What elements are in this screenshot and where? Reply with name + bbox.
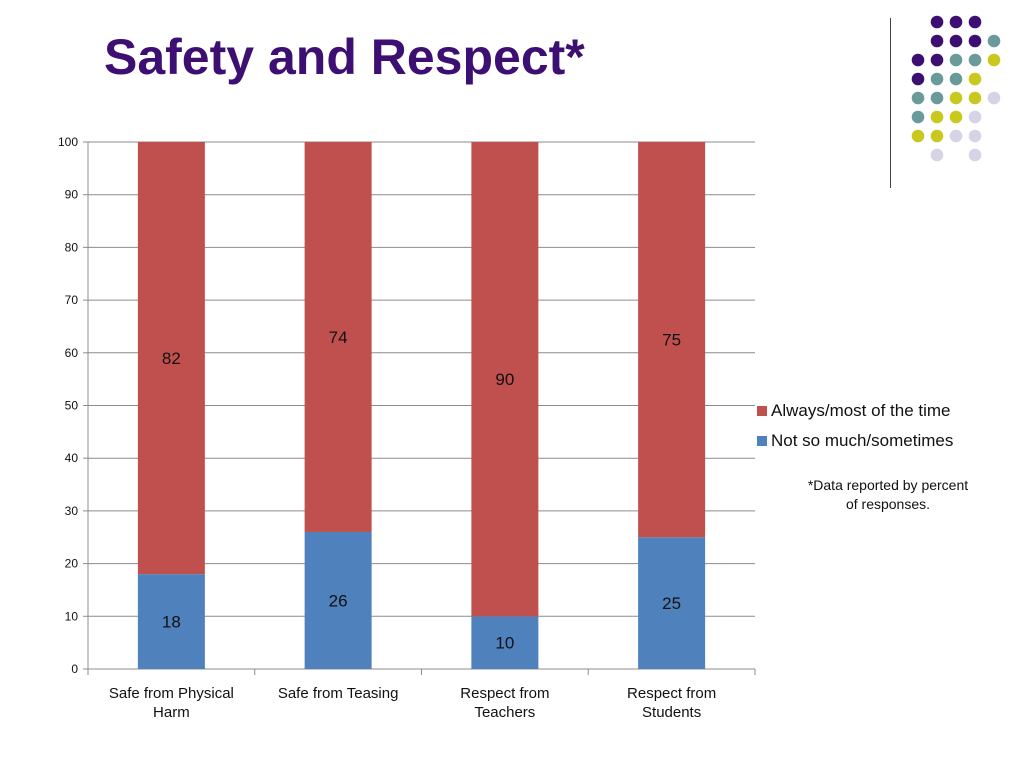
bar-segment [137, 574, 205, 669]
legend-label: Always/most of the time [771, 401, 951, 420]
decorative-dot [930, 34, 944, 48]
y-tick-label: 50 [65, 399, 79, 413]
decorative-dot [968, 91, 982, 105]
y-tick-label: 20 [65, 557, 79, 571]
y-tick-label: 40 [65, 451, 79, 465]
bar-data-label: 18 [162, 613, 181, 632]
decorative-dot [949, 15, 963, 29]
stacked-bar-chart: 0 10 20 30 40 50 60 70 80 90 100 18 82 Safe from Phys… [58, 135, 756, 721]
decorative-dot [968, 129, 982, 143]
decorative-dot [930, 72, 944, 86]
legend-swatch [757, 436, 767, 446]
bar-segment [471, 142, 539, 617]
bar-segment [638, 142, 706, 538]
bar-data-label: 75 [662, 331, 681, 350]
legend-swatch [757, 406, 767, 416]
x-category-label: Respect from Teachers [460, 685, 549, 721]
bar-segment [638, 537, 706, 669]
legend-item: Not so much/sometimes [757, 426, 1017, 456]
decorative-dot [930, 110, 944, 124]
decorative-dot [911, 53, 925, 67]
legend-item: Always/most of the time [757, 396, 1017, 426]
chart-footnote-line-1: *Data reported by percent [807, 477, 969, 493]
decorative-dot [930, 53, 944, 67]
chart-legend: Always/most of the time Not so much/somet… [757, 396, 1017, 456]
decorative-dot [949, 129, 963, 143]
decorative-dot [987, 53, 1001, 67]
bar-data-label: 25 [662, 594, 681, 613]
x-category-label: Safe from Teasing [278, 685, 399, 702]
decorative-dot [911, 91, 925, 105]
decorative-dot [968, 15, 982, 29]
decorative-dot [911, 110, 925, 124]
x-category-label: Safe from Physical Harm [109, 685, 234, 721]
y-tick-label: 60 [65, 346, 79, 360]
bar-segment [304, 142, 372, 532]
decorative-dot [949, 72, 963, 86]
decorative-divider-line [890, 18, 891, 188]
decorative-dot [968, 53, 982, 67]
decorative-dot [911, 72, 925, 86]
decorative-dot [911, 129, 925, 143]
decorative-dot [930, 15, 944, 29]
slide-title: Safety and Respect* [104, 29, 585, 85]
y-tick-label: 30 [65, 504, 79, 518]
decorative-dot [968, 148, 982, 162]
bar-data-label: 82 [162, 349, 181, 368]
bar-segment [471, 616, 539, 669]
decorative-dot [930, 148, 944, 162]
decorative-dot [949, 110, 963, 124]
decorative-dot [949, 91, 963, 105]
chart-footnote: *Data reported by percent of responses. [770, 476, 1006, 514]
y-tick-label: 100 [58, 135, 78, 149]
bar-segment [304, 531, 372, 669]
legend-label: Not so much/sometimes [771, 431, 954, 450]
decorative-dot [987, 34, 1001, 48]
bar-data-label: 90 [495, 370, 514, 389]
y-tick-label: 0 [71, 662, 78, 676]
bar-data-label: 26 [329, 591, 348, 610]
y-tick-label: 70 [65, 293, 79, 307]
y-tick-label: 80 [65, 240, 79, 254]
y-tick-label: 10 [65, 609, 79, 623]
bar-data-label: 74 [329, 328, 348, 347]
chart-footnote-line-2: of responses. [845, 495, 931, 512]
bar-segment [137, 142, 205, 575]
y-tick-label: 90 [65, 188, 79, 202]
decorative-dot-pattern [911, 15, 1001, 162]
decorative-dot [949, 53, 963, 67]
decorative-dot [968, 34, 982, 48]
decorative-dot [987, 91, 1001, 105]
decorative-dot [968, 110, 982, 124]
bar-data-label: 10 [495, 634, 514, 653]
decorative-dot [930, 129, 944, 143]
decorative-dot [949, 34, 963, 48]
decorative-dot [930, 91, 944, 105]
decorative-dot [968, 72, 982, 86]
x-category-label: Respect from Students [627, 685, 716, 721]
